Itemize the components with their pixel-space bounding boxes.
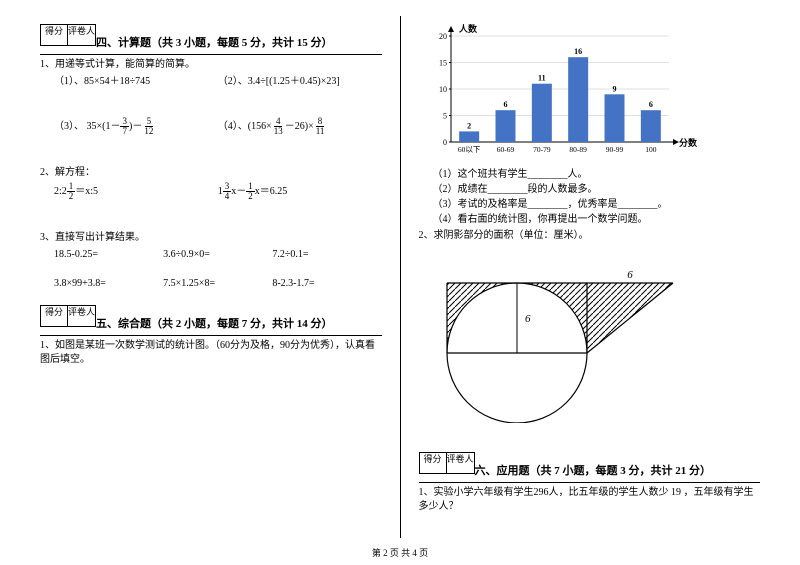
q4-1-2: （2）、3.4÷[(1.25＋0.45)×23] (218, 74, 382, 89)
svg-text:90-99: 90-99 (605, 145, 623, 154)
svg-text:6: 6 (503, 100, 507, 109)
shaded-diagram: 66 (419, 253, 679, 423)
q6-1: 1、实验小学六年级有学生296人，比五年级的学生人数少 19 ，五年级有学生多少… (419, 486, 761, 514)
score-cell-reviewer: 评卷人 (447, 452, 475, 474)
section-5-title: 五、综合题（共 2 小题，每题 7 分，共计 14 分） (96, 315, 382, 331)
rule (419, 482, 761, 483)
svg-text:100: 100 (645, 145, 657, 154)
q4-1: 1、用递等式计算，能简算的简算。 (40, 58, 382, 72)
svg-text:6: 6 (648, 100, 652, 109)
bar-chart: 0 5 10 15 20 人数分数 2 60以下 6 60-69 11 70-79 16 80-89 9 90… (419, 24, 699, 164)
score-cell-score: 得分 (40, 305, 68, 327)
q4-2: 2、解方程： (40, 166, 382, 180)
svg-text:2: 2 (467, 121, 471, 130)
right-column: 0 5 10 15 20 人数分数 2 60以下 6 60-69 11 70-79 16 80-89 9 90… (401, 24, 761, 530)
left-column: 得分 评卷人 四、计算题（共 3 小题，每题 5 分，共计 15 分） 1、用递… (40, 24, 400, 530)
svg-text:6: 6 (627, 269, 633, 281)
q4-2-1: 2:212＝x:5 (54, 182, 218, 201)
svg-text:20: 20 (439, 32, 447, 41)
page-footer: 第 2 页 共 4 页 (0, 546, 800, 559)
section-6-title: 六、应用题（共 7 小题，每题 3 分，共计 21 分） (475, 462, 761, 478)
svg-text:16: 16 (574, 47, 582, 56)
rule (40, 335, 382, 336)
svg-text:5: 5 (443, 112, 447, 121)
section-4-title: 四、计算题（共 3 小题，每题 5 分，共计 15 分） (96, 34, 382, 50)
q4-1-3: （3）、 35×(1－37)－512 (54, 117, 218, 136)
q5-1-2: （2）成绩在________段的人数最多。 (433, 182, 761, 197)
q4-3-row1: 18.5-0.25=3.6÷0.9×0=7.2÷0.1= (54, 247, 382, 262)
svg-text:分数: 分数 (679, 137, 698, 148)
svg-text:6: 6 (525, 313, 531, 325)
q5-1-4: （4）看右面的统计图，你再提出一个数学问题。 (433, 212, 761, 227)
q5-1-3: （3）考试的及格率是________，优秀率是________。 (433, 197, 761, 212)
q4-1-4: （4）、(156×413－26)×811 (218, 117, 382, 136)
score-cell-score: 得分 (40, 24, 68, 46)
q4-3-row2: 3.8×99+3.8=7.5×1.25×8=8-2.3-1.7= (54, 276, 382, 291)
svg-text:0: 0 (443, 138, 447, 147)
rule (40, 54, 382, 55)
q4-3: 3、直接写出计算结果。 (40, 231, 382, 245)
svg-text:60以下: 60以下 (457, 145, 480, 154)
svg-text:60-69: 60-69 (496, 145, 514, 154)
q5-2: 2、求阴影部分的面积（单位：厘米）。 (419, 229, 761, 243)
score-cell-reviewer: 评卷人 (68, 305, 96, 327)
q5-1-1: （1）这个班共有学生________人。 (433, 167, 761, 182)
svg-text:70-79: 70-79 (533, 145, 551, 154)
svg-text:11: 11 (538, 74, 546, 83)
score-cell-reviewer: 评卷人 (68, 24, 96, 46)
svg-text:80-89: 80-89 (569, 145, 587, 154)
svg-text:人数: 人数 (458, 24, 478, 34)
svg-text:9: 9 (612, 84, 616, 93)
svg-text:10: 10 (439, 85, 447, 94)
q4-1-1: （1）、85×54＋18÷745 (54, 74, 218, 89)
q5-1: 1、如图是某班一次数学测试的统计图。（60分为及格，90分为优秀），认真看图后填… (40, 339, 382, 367)
score-cell-score: 得分 (419, 452, 447, 474)
svg-text:15: 15 (439, 59, 447, 68)
q4-2-2: 134x－12x＝6.25 (218, 182, 382, 201)
